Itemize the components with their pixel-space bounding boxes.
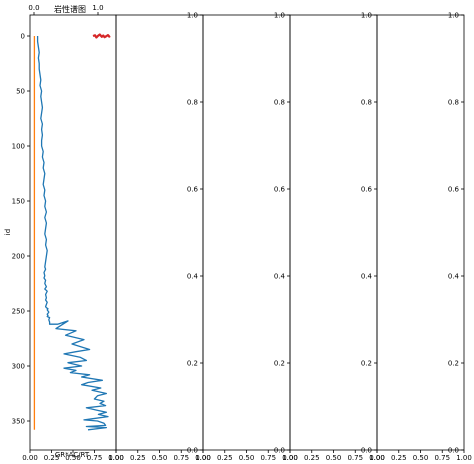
y-axis-label: id bbox=[4, 229, 12, 235]
y-tick-label: 1.0 bbox=[361, 12, 372, 20]
x-axis-label: GR*AC/RT bbox=[55, 451, 90, 459]
y-tick-label: 200 bbox=[12, 253, 25, 261]
x-tick-label: 0.00 bbox=[108, 454, 124, 462]
y-tick-label: 0.2 bbox=[187, 360, 198, 368]
y-tick-label: 100 bbox=[12, 143, 25, 151]
y-tick-label: 0.8 bbox=[361, 99, 372, 107]
x-tick-label: 1.00 bbox=[195, 454, 211, 462]
x-tick-label: 0.50 bbox=[413, 454, 429, 462]
y-tick-label: 0.8 bbox=[187, 99, 198, 107]
x-tick-label: 0.75 bbox=[260, 454, 276, 462]
x-tick-label: 0.50 bbox=[239, 454, 255, 462]
x-tick-label: 0.25 bbox=[217, 454, 233, 462]
top-x-tick-label: 1.0 bbox=[92, 4, 103, 12]
x-tick-label: 0.25 bbox=[391, 454, 407, 462]
x-tick-label: 0.25 bbox=[130, 454, 146, 462]
y-tick-label: 0.2 bbox=[274, 360, 285, 368]
top-x-tick-label: 0.0 bbox=[28, 4, 39, 12]
panel-3-frame bbox=[202, 14, 291, 451]
y-tick-label: 350 bbox=[12, 418, 25, 426]
y-tick-label: 0.0 bbox=[274, 447, 285, 455]
x-tick-label: 0.25 bbox=[304, 454, 320, 462]
x-tick-label: 0.75 bbox=[434, 454, 450, 462]
x-tick-label: 1.00 bbox=[108, 454, 124, 462]
x-tick-label: 0.50 bbox=[65, 454, 81, 462]
x-tick-label: 0.75 bbox=[87, 454, 103, 462]
y-tick-label: 0 bbox=[21, 33, 25, 41]
panel-4-frame bbox=[289, 14, 378, 451]
y-tick-label: 0.4 bbox=[361, 273, 373, 281]
y-tick-label: 0.6 bbox=[274, 186, 286, 194]
x-tick-label: 0.00 bbox=[369, 454, 385, 462]
y-tick-label: 0.0 bbox=[187, 447, 198, 455]
x-tick-label: 0.75 bbox=[173, 454, 189, 462]
x-tick-label: 1.00 bbox=[369, 454, 385, 462]
y-tick-label: 1.0 bbox=[274, 12, 285, 20]
y-tick-label: 0.4 bbox=[448, 273, 460, 281]
y-tick-label: 1.0 bbox=[448, 12, 459, 20]
x-tick-label: 0.50 bbox=[326, 454, 342, 462]
x-tick-label: 0.50 bbox=[152, 454, 168, 462]
panel-1-frame bbox=[29, 14, 117, 451]
panel-2-frame bbox=[115, 14, 204, 451]
y-tick-label: 0.2 bbox=[448, 360, 459, 368]
y-tick-label: 50 bbox=[16, 88, 25, 96]
x-tick-label: 0.75 bbox=[347, 454, 363, 462]
y-tick-label: 0.8 bbox=[448, 99, 459, 107]
x-tick-label: 0.00 bbox=[282, 454, 298, 462]
y-tick-label: 0.0 bbox=[448, 447, 459, 455]
y-tick-label: 0.6 bbox=[361, 186, 373, 194]
series-marker-line bbox=[92, 33, 111, 39]
y-tick-label: 0.4 bbox=[187, 273, 199, 281]
y-tick-label: 1.0 bbox=[187, 12, 198, 20]
y-tick-label: 0.4 bbox=[274, 273, 286, 281]
y-tick-label: 0.0 bbox=[361, 447, 372, 455]
x-tick-label: 0.00 bbox=[22, 454, 38, 462]
series-main-line bbox=[36, 36, 109, 431]
x-tick-label: 1.00 bbox=[456, 454, 472, 462]
y-tick-label: 150 bbox=[12, 198, 25, 206]
y-tick-label: 300 bbox=[12, 363, 25, 371]
chart-title: 岩性谱图 bbox=[54, 4, 86, 14]
y-tick-label: 250 bbox=[12, 308, 25, 316]
x-tick-label: 0.00 bbox=[195, 454, 211, 462]
y-tick-label: 0.6 bbox=[187, 186, 199, 194]
x-tick-label: 1.00 bbox=[282, 454, 298, 462]
y-tick-label: 0.2 bbox=[361, 360, 372, 368]
y-tick-label: 0.8 bbox=[274, 99, 285, 107]
x-tick-label: 0.25 bbox=[44, 454, 60, 462]
y-tick-label: 0.6 bbox=[448, 186, 460, 194]
panel-5-frame bbox=[376, 14, 465, 451]
